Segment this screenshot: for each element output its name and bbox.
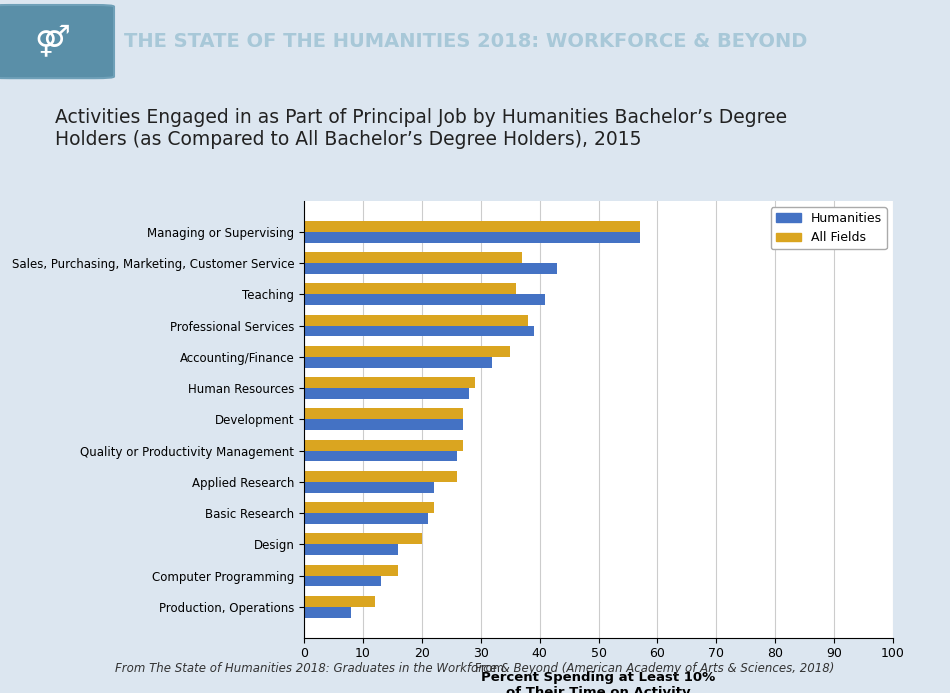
Bar <box>304 439 463 450</box>
Bar <box>304 471 457 482</box>
Bar <box>304 252 522 263</box>
Text: Activities Engaged in as Part of Principal Job by Humanities Bachelor’s Degree
H: Activities Engaged in as Part of Princip… <box>55 108 788 150</box>
Bar <box>304 295 545 305</box>
Bar <box>304 263 558 274</box>
X-axis label: Percent Spending at Least 10%
of Their Time on Activity: Percent Spending at Least 10% of Their T… <box>482 672 715 693</box>
Bar <box>304 221 639 231</box>
Bar <box>304 596 374 607</box>
Text: THE STATE OF THE HUMANITIES 2018: WORKFORCE & BEYOND: THE STATE OF THE HUMANITIES 2018: WORKFO… <box>124 32 807 51</box>
Bar <box>304 408 463 419</box>
Bar <box>304 502 433 513</box>
Bar <box>304 283 516 295</box>
Bar <box>304 565 398 575</box>
FancyBboxPatch shape <box>0 5 114 78</box>
Bar <box>304 450 457 462</box>
Bar <box>304 534 422 544</box>
Bar <box>304 388 469 399</box>
Bar <box>304 513 428 524</box>
Text: ⚤: ⚤ <box>34 24 70 56</box>
Bar <box>304 377 475 388</box>
Bar <box>304 482 433 493</box>
Legend: Humanities, All Fields: Humanities, All Fields <box>770 207 886 249</box>
Bar <box>304 357 492 368</box>
Text: From The State of Humanities 2018: Graduates in the Workforce & Beyond (American: From The State of Humanities 2018: Gradu… <box>115 663 835 675</box>
Bar <box>304 607 352 617</box>
Text: From: From <box>475 663 508 675</box>
Bar <box>304 315 528 326</box>
Bar <box>304 575 381 586</box>
Bar <box>304 346 510 357</box>
Bar <box>304 419 463 430</box>
Bar <box>304 231 639 243</box>
Bar <box>304 544 398 555</box>
Bar <box>304 326 534 336</box>
